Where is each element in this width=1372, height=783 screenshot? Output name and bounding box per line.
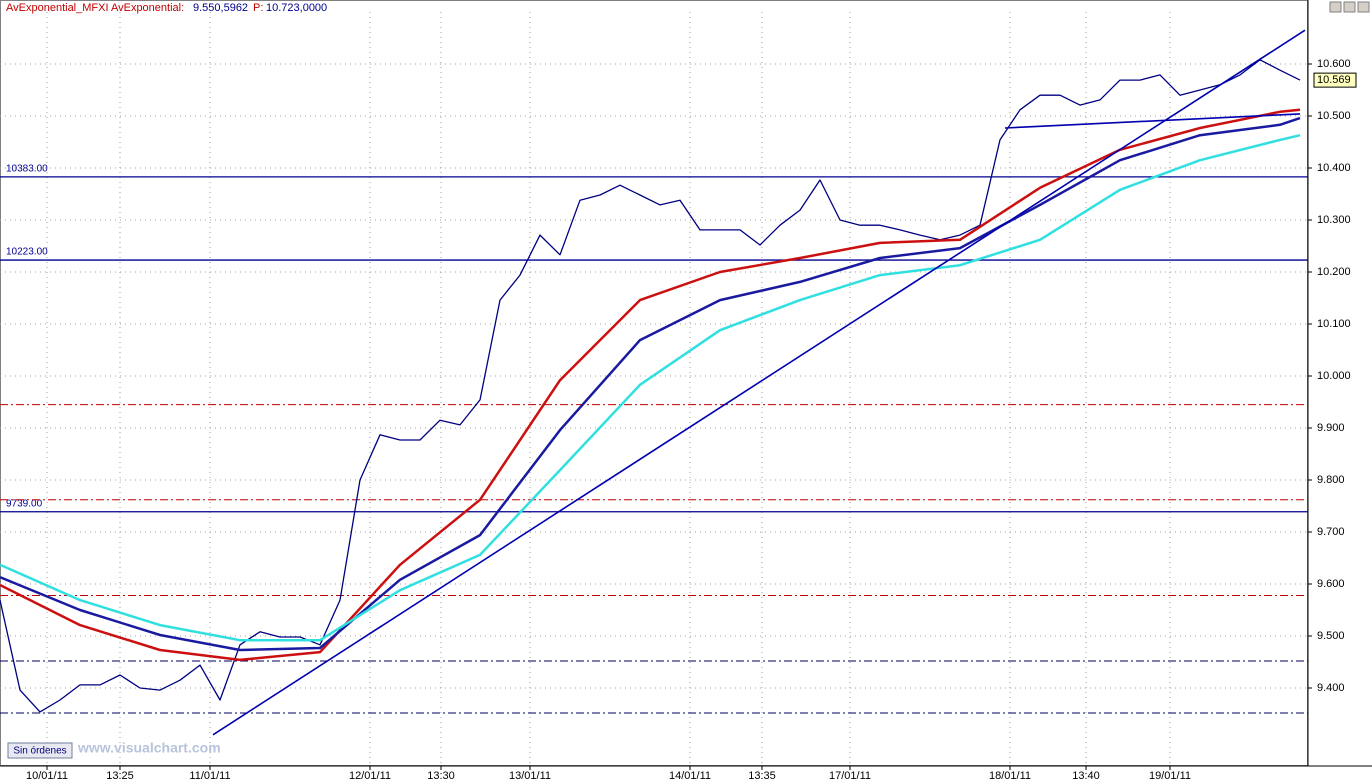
orders-button[interactable]: [7, 742, 73, 759]
orders-button-label: Sin órdenes: [13, 746, 66, 757]
last-price-box: [1313, 72, 1357, 88]
header-price-label: P:: [253, 2, 263, 14]
x-tick-label: 10/01/11: [26, 770, 68, 782]
y-tick-label: 10.000: [1317, 370, 1351, 382]
series-line: [0, 59, 1301, 713]
y-tick-label: 9.700: [1317, 526, 1345, 538]
series-line: [1004, 113, 1301, 129]
close-button[interactable]: [1357, 1, 1370, 13]
series-line: [212, 29, 1306, 736]
y-tick-label: 10.300: [1317, 214, 1351, 226]
header-price: 10.723,0000: [266, 2, 327, 14]
x-tick-label: 11/01/11: [189, 770, 230, 782]
series-line: [0, 133, 1301, 642]
y-tick-label: 9.600: [1317, 578, 1345, 590]
y-tick-label: 9.500: [1317, 630, 1345, 642]
x-tick-label: 13:35: [748, 770, 776, 782]
y-tick-label: 10.500: [1317, 110, 1351, 122]
x-tick-label: 12/01/11: [349, 770, 391, 782]
y-tick-label: 10.600: [1317, 58, 1351, 70]
x-tick-label: 13:40: [1072, 770, 1100, 782]
x-tick-label: 19/01/11: [1149, 770, 1191, 782]
minimize-button[interactable]: [1329, 1, 1342, 13]
header-indicator: AvExponential_MFXI AvExponential:: [6, 2, 184, 14]
y-tick-label: 9.900: [1317, 422, 1345, 434]
y-tick-label: 10.400: [1317, 162, 1351, 174]
x-tick-label: 14/01/11: [669, 770, 711, 782]
x-tick-label: 18/01/11: [989, 770, 1031, 782]
restore-button[interactable]: [1343, 1, 1356, 13]
y-tick-label: 9.400: [1317, 682, 1345, 694]
watermark: www.visualchart.com: [77, 740, 221, 756]
x-tick-label: 13:30: [427, 770, 455, 782]
x-tick-label: 17/01/11: [829, 770, 871, 782]
level-label: 10223.00: [6, 247, 48, 258]
header-value: 9.550,5962: [193, 2, 248, 14]
y-tick-label: 9.800: [1317, 474, 1345, 486]
level-label: 10383.00: [6, 163, 48, 174]
series-line: [0, 108, 1301, 662]
window-buttons: [1329, 1, 1370, 13]
y-tick-label: 10.200: [1317, 266, 1351, 278]
x-tick-label: 13/01/11: [509, 770, 551, 782]
last-price-label: 10.569: [1317, 74, 1351, 86]
level-label: 9739.00: [6, 498, 43, 509]
y-tick-label: 10.100: [1317, 318, 1351, 330]
series-line: [0, 116, 1301, 652]
x-tick-label: 13:25: [106, 770, 134, 782]
